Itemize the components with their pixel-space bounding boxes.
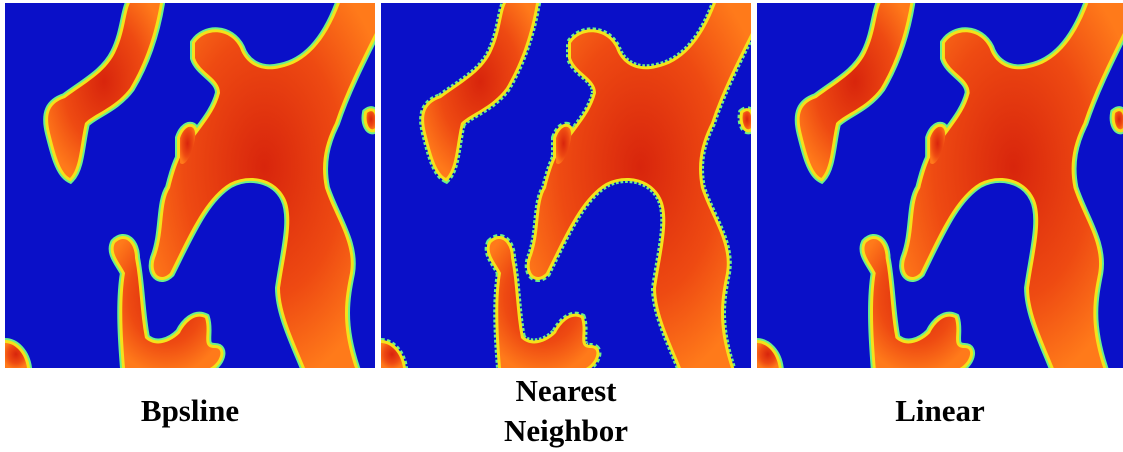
image-panel [757,3,1123,368]
caption: Linear [757,372,1123,450]
figure: Bpsline Nearest Neighbor Linear [0,0,1123,452]
caption: Bpsline [5,372,375,450]
image-panel [381,3,751,368]
image-panel [5,3,375,368]
caption: Nearest Neighbor [461,372,671,450]
